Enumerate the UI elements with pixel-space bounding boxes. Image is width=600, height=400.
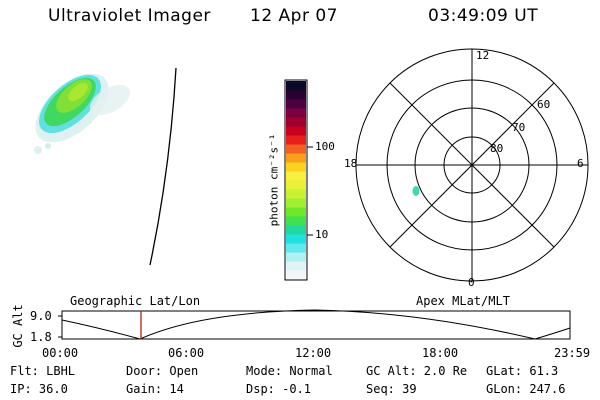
timeline-ymax-label: 9.0 <box>30 309 52 323</box>
colorbar-frame <box>284 79 308 281</box>
colorbar-segment <box>286 171 306 181</box>
polar-label-bottom: 0 <box>468 276 475 289</box>
altitude-curve <box>61 309 571 340</box>
timeline-right-title: Apex MLat/MLT <box>416 294 510 308</box>
colorbar-segment <box>286 153 306 163</box>
status-gain: Gain: 14 <box>126 382 184 396</box>
colorbar-segment <box>286 216 306 226</box>
timeline-xtick-3: 18:00 <box>422 346 459 360</box>
altitude-timeline <box>58 309 571 340</box>
colorbar-segment <box>286 90 306 100</box>
polar-label-right: 6 <box>577 157 584 170</box>
instrument-title: Ultraviolet Imager <box>48 6 211 26</box>
colorbar-segment <box>286 225 306 235</box>
colorbar-axis-label: photon cm⁻²s⁻¹ <box>267 133 281 227</box>
status-mode: Mode: Normal <box>246 364 333 378</box>
status-filter: Flt: LBHL <box>10 364 76 378</box>
colorbar-segment <box>286 252 306 262</box>
status-glon: GLon: 247.6 <box>486 382 566 396</box>
timeline-ylabel: GC Alt <box>11 304 25 348</box>
polar-aurora-spot <box>412 186 420 196</box>
geographic-image <box>34 67 177 266</box>
status-ip: IP: 36.0 <box>10 382 68 396</box>
colorbar-segment <box>286 189 306 199</box>
status-gc-alt: GC Alt: 2.0 Re <box>366 364 468 378</box>
colorbar <box>284 79 313 281</box>
colorbar-segment <box>286 135 306 145</box>
polar-lat-label-60: 60 <box>537 98 551 111</box>
timeline-ymin-label: 1.8 <box>30 330 52 344</box>
timeline-left-title: Geographic Lat/Lon <box>70 294 201 308</box>
status-door: Door: Open <box>126 364 199 378</box>
colorbar-segment <box>286 243 306 253</box>
polar-lat-label-80: 80 <box>490 142 504 155</box>
status-seq: Seq: 39 <box>366 382 417 396</box>
time-label: 03:49:09 UT <box>428 6 539 26</box>
polar-label-left: 18 <box>344 157 358 170</box>
date-label: 12 Apr 07 <box>250 6 338 26</box>
timeline-xtick-4: 23:59 <box>554 346 591 360</box>
colorbar-segment <box>286 207 306 217</box>
colorbar-segment <box>286 270 306 280</box>
colorbar-segment <box>286 81 306 91</box>
colorbar-segment <box>286 126 306 136</box>
colorbar-segment <box>286 117 306 127</box>
colorbar-segment <box>286 198 306 208</box>
timeline-xtick-0: 00:00 <box>42 346 79 360</box>
polar-diagonal-2 <box>389 82 555 248</box>
timeline-xtick-1: 06:00 <box>168 346 205 360</box>
colorbar-segment <box>286 99 306 109</box>
colorbar-segment <box>286 180 306 190</box>
status-dsp: Dsp: -0.1 <box>246 382 312 396</box>
colorbar-segment <box>286 162 306 172</box>
polar-label-top: 12 <box>476 49 490 62</box>
colorbar-segment <box>286 234 306 244</box>
colorbar-segment <box>286 261 306 271</box>
polar-lat-label-70: 70 <box>512 121 526 134</box>
colorbar-label-100: 100 <box>315 140 335 153</box>
colorbar-segment <box>286 144 306 154</box>
colorbar-segment <box>286 108 306 118</box>
terminator-line <box>149 67 177 266</box>
timeline-frame <box>61 310 571 340</box>
colorbar-label-10: 10 <box>315 228 329 241</box>
timeline-xtick-2: 12:00 <box>295 346 332 360</box>
polar-plot <box>355 48 589 282</box>
status-glat: GLat: 61.3 <box>486 364 559 378</box>
